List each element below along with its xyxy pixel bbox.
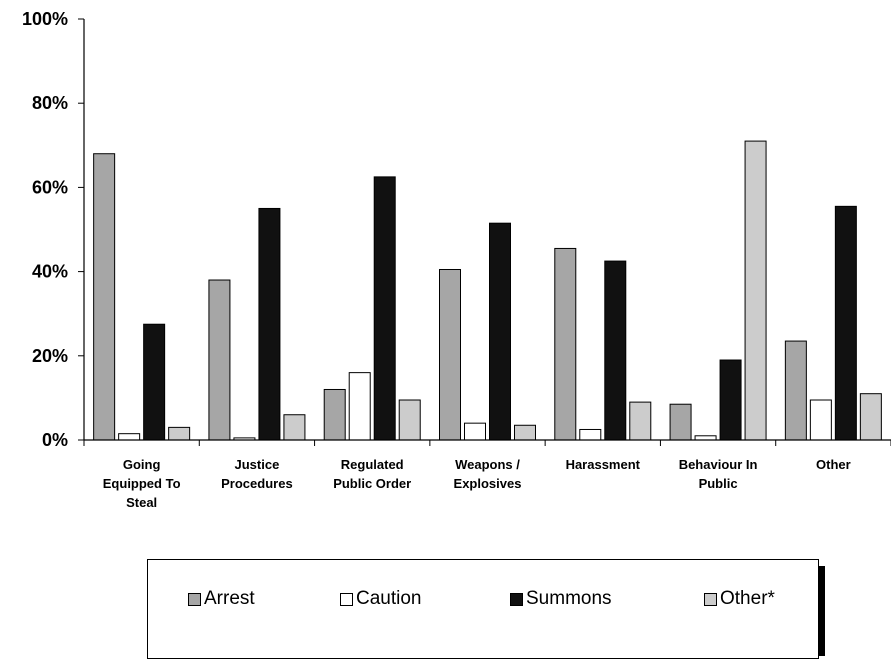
x-tick-label: Other [816, 457, 851, 472]
axes [78, 18, 891, 446]
y-tick-label: 40% [32, 262, 68, 282]
legend-item-arrest: Arrest [188, 588, 255, 610]
bar-caution-6 [809, 399, 832, 441]
legend-item-other: Other* [704, 588, 775, 610]
y-tick-label: 60% [32, 177, 68, 197]
bar-summons-0 [143, 323, 166, 441]
bar-summons-5 [719, 359, 742, 441]
x-axis-tick-labels: Going Equipped To Steal Justice Procedures Re… [103, 457, 851, 510]
bar-caution-0 [118, 433, 141, 441]
x-tick-label: Regulated Public Order [333, 457, 411, 491]
bar-other--2 [398, 399, 421, 441]
y-tick-label: 0% [42, 430, 68, 450]
y-axis-tick-labels: 0% 20% 40% 60% 80% 100% [22, 9, 68, 450]
legend-swatch-caution [340, 592, 353, 606]
bar-chart: 0% 20% 40% 60% 80% 100% Going Equipped To Steal… [22, 9, 891, 510]
legend-item-caution: Caution [340, 588, 422, 610]
bar-other--6 [859, 393, 882, 441]
legend-swatch-summons [510, 592, 523, 606]
bar-summons-3 [489, 222, 511, 441]
bar-other--5 [744, 140, 767, 441]
bar-caution-2 [348, 372, 371, 441]
legend-shadow [819, 566, 825, 656]
bar-arrest-3 [439, 268, 461, 441]
bar-arrest-1 [208, 279, 231, 441]
bar-arrest-0 [93, 153, 116, 441]
bar-caution-5 [694, 435, 717, 441]
x-tick-label: Justice Procedures [221, 457, 293, 491]
legend: Arrest Caution Summons Other* [147, 559, 819, 659]
bar-caution-4 [579, 428, 602, 441]
legend-label-arrest: Arrest [204, 588, 255, 609]
bar-caution-3 [464, 422, 486, 441]
y-tick-label: 100% [22, 9, 68, 29]
bar-other--4 [629, 401, 652, 441]
bar-summons-2 [373, 176, 396, 441]
bar-summons-1 [258, 207, 281, 441]
bar-arrest-5 [669, 403, 692, 441]
y-tick-label: 20% [32, 346, 68, 366]
bar-arrest-6 [784, 340, 807, 441]
legend-label-summons: Summons [526, 588, 612, 609]
bar-arrest-4 [554, 247, 577, 441]
bar-other--1 [283, 414, 306, 441]
legend-swatch-other [704, 592, 717, 606]
legend-label-caution: Caution [356, 588, 422, 609]
x-tick-label: Harassment [566, 457, 641, 472]
legend-label-other: Other* [720, 588, 775, 609]
bar-summons-4 [604, 260, 627, 441]
y-tick-label: 80% [32, 93, 68, 113]
bar-summons-6 [834, 205, 857, 441]
legend-item-summons: Summons [510, 588, 612, 610]
x-tick-label: Weapons / Explosives [454, 457, 522, 491]
bar-arrest-2 [323, 388, 346, 441]
x-tick-label: Behaviour In Public [679, 457, 758, 491]
bars [93, 140, 882, 441]
x-tick-label: Going Equipped To Steal [103, 457, 181, 510]
bar-other--0 [168, 426, 191, 441]
bar-other--3 [514, 424, 536, 441]
legend-swatch-arrest [188, 592, 201, 606]
